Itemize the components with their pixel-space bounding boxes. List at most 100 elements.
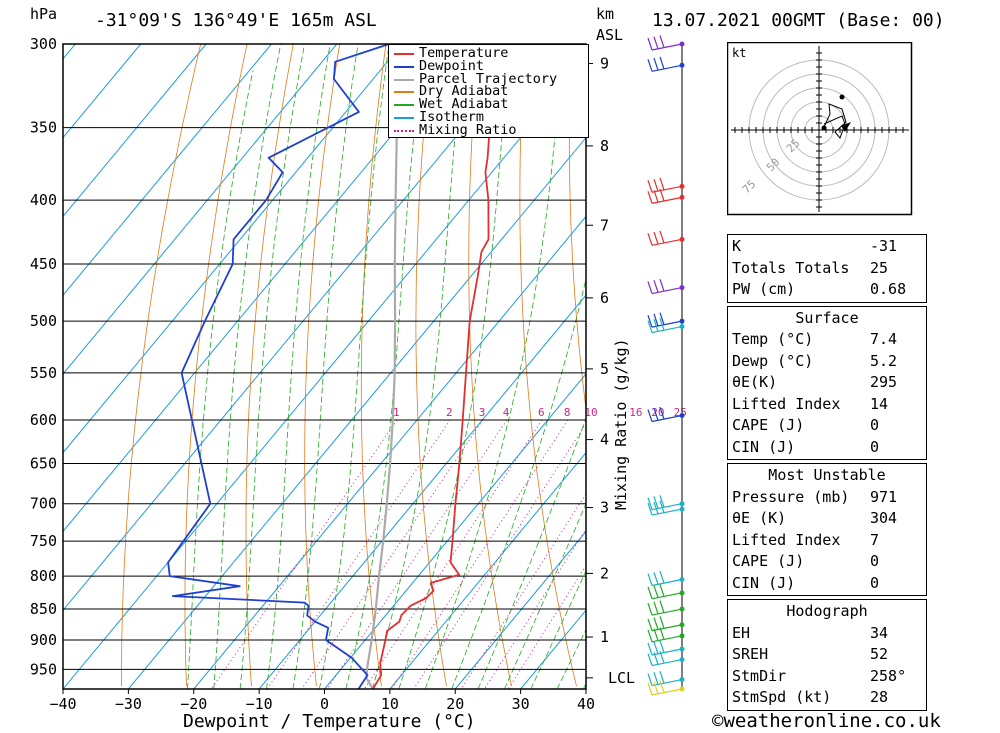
legend-label: Dewpoint — [419, 57, 485, 74]
pressure-tick-label: 950 — [30, 660, 57, 678]
km-tick-label: 4 — [600, 431, 609, 449]
storm-motion-marker — [841, 122, 851, 132]
wind-barb — [647, 317, 685, 334]
legend-entry: Dewpoint — [389, 57, 588, 74]
pressure-unit-label: hPa — [30, 5, 58, 23]
index-label: Totals Totals — [732, 258, 850, 277]
pressure-tick-label: 900 — [30, 631, 57, 649]
mixing-ratio-label: 2 — [446, 406, 453, 419]
dewpoint-curve — [167, 44, 390, 689]
mixing-ratio-line — [363, 419, 543, 689]
legend-swatch — [394, 53, 414, 55]
run-datetime: 13.07.2021 00GMT (Base: 00) — [652, 10, 945, 31]
index-row: CIN (J) 0 — [732, 437, 922, 459]
pressure-tick-label: 850 — [30, 600, 57, 618]
mixing-ratio-axis-title: Mixing Ratio (g/kg) — [612, 338, 630, 510]
index-value: 7.4 — [870, 330, 898, 348]
index-value: 304 — [870, 509, 898, 527]
mixing-ratio-label: 20 — [651, 406, 664, 419]
chart-legend: Temperature Dewpoint Parcel Trajectory Dry … — [388, 44, 589, 138]
wind-barb — [647, 627, 685, 643]
isotherm-line — [454, 530, 586, 689]
legend-entry: Wet Adiabat — [389, 98, 588, 111]
index-label: Lifted Index — [732, 530, 841, 549]
indices-top-block: K -31 Totals Totals 25 PW (cm) 0.68 — [727, 234, 927, 303]
km-tick-label: 8 — [600, 137, 609, 155]
index-label: K — [732, 237, 742, 255]
index-label: CAPE (J) — [732, 552, 805, 570]
wind-barb — [647, 500, 685, 516]
isotherm-line — [63, 44, 338, 375]
km-unit-label: km — [596, 5, 615, 23]
index-value: 258° — [870, 666, 907, 685]
isotherm-line — [63, 44, 534, 612]
dry-adiabat-line — [988, 44, 1000, 686]
index-label: EH — [732, 623, 751, 642]
pressure-tick-label: 300 — [30, 35, 57, 53]
index-label: StmDir — [732, 666, 787, 685]
index-label: CAPE (J) — [732, 416, 805, 434]
dry-adiabat-line — [415, 44, 447, 687]
wet-adiabat-line — [530, 570, 586, 689]
wind-barb — [647, 680, 685, 696]
hodograph-trace — [823, 103, 847, 139]
wind-barb — [647, 188, 685, 204]
isotherm-line — [389, 451, 586, 689]
km-tick-label: LCL — [608, 669, 635, 687]
index-row: Totals Totals 25 — [732, 258, 922, 280]
km-tick-label: 2 — [600, 564, 609, 582]
surface-block: Surface Temp (°C) 7.4 Dewp (°C) 5.2 θE(K) 295… — [727, 305, 927, 460]
dry-adiabat-line — [519, 44, 577, 687]
wet-adiabat-line — [239, 44, 305, 689]
legend-swatch — [394, 91, 414, 94]
index-label: PW (cm) — [732, 280, 796, 298]
wet-adiabat-line — [451, 277, 586, 689]
index-value: 25 — [870, 258, 889, 277]
index-label: CIN (J) — [732, 437, 796, 456]
isotherm-line — [127, 136, 586, 689]
site-credit[interactable]: ©weatheronline.co.uk — [712, 710, 941, 732]
x-tick-label: −30 — [115, 695, 142, 713]
pressure-tick-label: 550 — [30, 364, 57, 382]
isotherm-line — [63, 44, 207, 218]
index-value: 5.2 — [870, 351, 898, 370]
pressure-tick-label: 800 — [30, 567, 57, 585]
index-value: 0 — [870, 416, 880, 434]
most-unstable-title: Most Unstable — [768, 466, 886, 484]
wet-adiabat-line — [292, 44, 359, 689]
wind-barb — [647, 278, 685, 295]
x-tick-label: −40 — [49, 695, 76, 713]
mixing-ratio-line — [507, 564, 586, 689]
km-tick-label: 7 — [600, 216, 609, 234]
index-row: CAPE (J) 0 — [732, 551, 922, 573]
index-value: 52 — [870, 645, 889, 663]
isotherm-line — [63, 44, 403, 454]
index-value: -31 — [870, 237, 898, 255]
mixing-ratio-line — [413, 422, 586, 689]
index-row: Lifted Index 14 — [732, 394, 922, 416]
hodograph-block: Hodograph EH 34 SREH 52 StmDir 258° StmSpd (kt… — [727, 599, 927, 711]
x-tick-label: −20 — [180, 695, 207, 713]
x-tick-label: 10 — [381, 695, 399, 713]
wet-adiabat-line — [213, 44, 282, 689]
dry-adiabat-line — [184, 44, 248, 687]
index-value: 28 — [870, 688, 889, 706]
x-tick-label: 30 — [512, 695, 530, 713]
index-value: 0.68 — [870, 280, 907, 298]
pressure-tick-label: 350 — [30, 119, 57, 137]
index-label: StmSpd (kt) — [732, 688, 832, 706]
index-label: Pressure (mb) — [732, 487, 850, 506]
legend-swatch — [394, 116, 414, 119]
index-row: Dewp (°C) 5.2 — [732, 351, 922, 373]
index-value: 971 — [870, 487, 898, 506]
index-label: CIN (J) — [732, 573, 796, 592]
index-row: StmDir 258° — [732, 666, 922, 688]
index-row: PW (cm) 0.68 — [732, 279, 922, 301]
legend-entry: Parcel Trajectory — [389, 72, 588, 86]
index-value: 14 — [870, 394, 889, 413]
wind-barb — [647, 56, 685, 72]
index-row: Temp (°C) 7.4 — [732, 329, 922, 351]
index-label: Temp (°C) — [732, 330, 814, 348]
parcel-trajectory-curve — [365, 61, 405, 689]
